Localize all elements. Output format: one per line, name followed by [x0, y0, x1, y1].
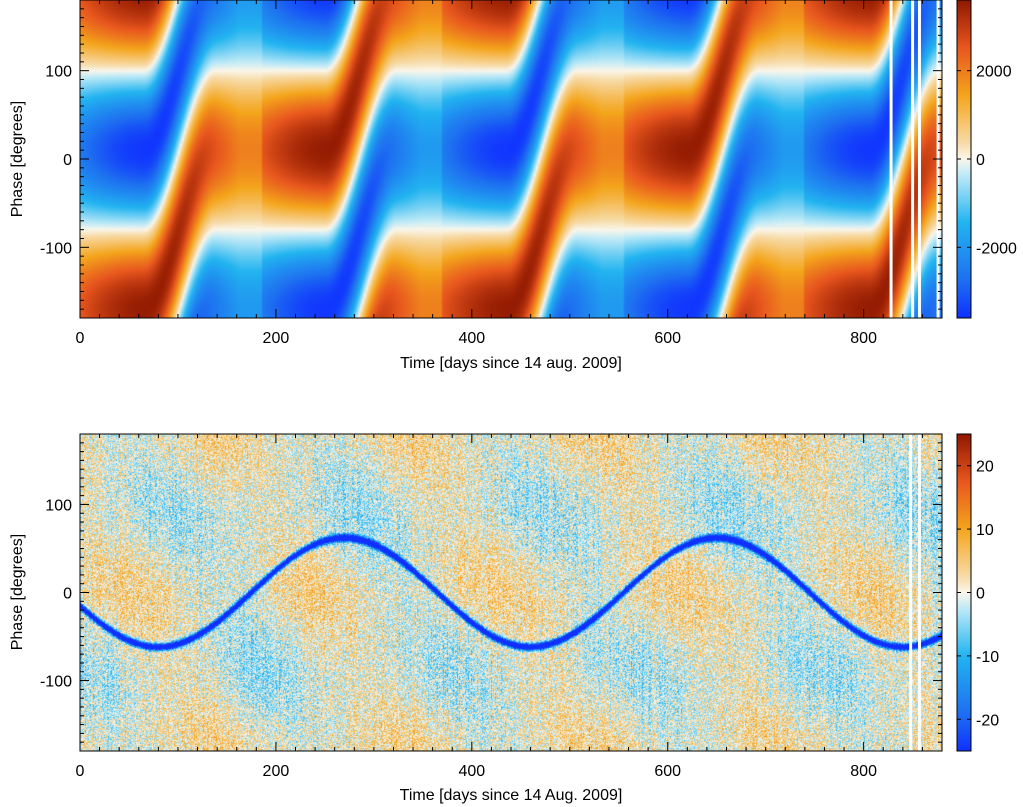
data-gap — [909, 434, 913, 751]
bottom-y-axis-ticks: -100 0 100 — [40, 433, 942, 752]
x-tick-label: 400 — [458, 763, 485, 780]
x-tick-label: 600 — [654, 330, 681, 347]
colorbar-tick-label: 0 — [976, 152, 985, 169]
data-gap — [911, 0, 915, 318]
top-heatmap-image — [80, 0, 942, 318]
top-y-axis-label: Phase [degrees] — [9, 101, 26, 218]
y-tick-label: 100 — [45, 64, 72, 81]
top-panel: 0 200 400 600 800 -100 0 100 Time [days since … — [9, 0, 1017, 372]
data-gap — [889, 0, 893, 318]
x-tick-label: 0 — [76, 330, 85, 347]
bottom-x-axis-label: Time [days since 14 Aug. 2009] — [400, 787, 623, 804]
colorbar-tick-label: 2000 — [976, 64, 1012, 81]
x-tick-label: 400 — [458, 330, 485, 347]
colorbar-tick-label: 20 — [976, 459, 994, 476]
x-tick-label: 600 — [654, 763, 681, 780]
x-tick-label: 800 — [850, 330, 877, 347]
x-tick-label: 200 — [263, 330, 290, 347]
bottom-x-axis-ticks: 0 200 400 600 800 — [76, 434, 943, 780]
y-tick-label: -100 — [40, 240, 72, 257]
colorbar-tick-label: -2000 — [976, 240, 1017, 257]
x-tick-label: 0 — [76, 763, 85, 780]
colorbar-tick-label: 0 — [976, 586, 985, 603]
y-tick-label: 100 — [45, 497, 72, 514]
bottom-colorbar-ticks: -20 -10 0 10 20 — [957, 459, 999, 729]
bottom-y-axis-label: Phase [degrees] — [9, 534, 26, 651]
top-y-axis-ticks: -100 0 100 — [40, 0, 942, 319]
top-x-axis-label: Time [days since 14 aug. 2009] — [400, 355, 622, 372]
x-tick-label: 200 — [263, 763, 290, 780]
data-gap — [917, 434, 921, 751]
y-tick-label: 0 — [63, 586, 72, 603]
top-colorbar-ticks: -2000 0 2000 — [957, 64, 1017, 257]
colorbar-tick-label: -20 — [976, 712, 999, 729]
colorbar-tick-label: -10 — [976, 649, 999, 666]
y-tick-label: -100 — [40, 674, 72, 691]
x-tick-label: 800 — [850, 763, 877, 780]
bottom-heatmap-image — [80, 434, 942, 751]
data-gap — [917, 0, 921, 318]
bottom-data-gaps — [909, 434, 921, 751]
colorbar-tick-label: 10 — [976, 522, 994, 539]
y-tick-label: 0 — [63, 152, 72, 169]
top-x-axis-ticks: 0 200 400 600 800 — [76, 0, 943, 347]
